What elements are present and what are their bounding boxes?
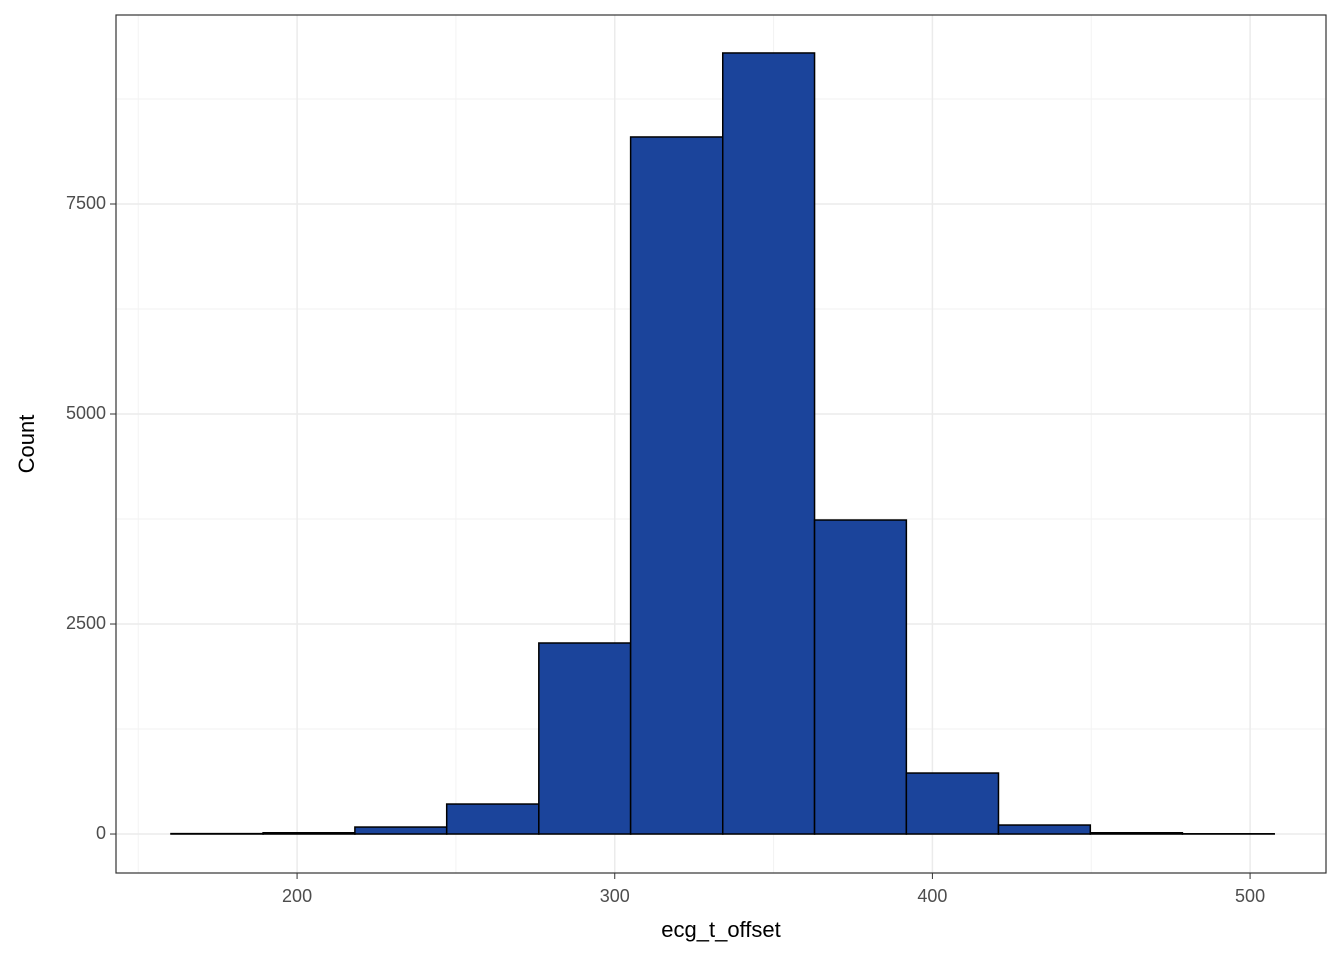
bar bbox=[1089, 832, 1184, 835]
x-tick-label: 500 bbox=[1235, 886, 1265, 906]
panel-border bbox=[115, 14, 1327, 874]
y-tick-label: 0 bbox=[96, 823, 106, 843]
bar bbox=[262, 832, 356, 835]
bar bbox=[354, 826, 448, 835]
y-tick-label: 5000 bbox=[66, 403, 106, 423]
bar bbox=[905, 772, 1000, 835]
bar bbox=[997, 824, 1092, 835]
x-tick-label: 200 bbox=[282, 886, 312, 906]
y-axis-title: Count bbox=[14, 415, 39, 474]
bar bbox=[538, 642, 632, 835]
bar bbox=[721, 52, 816, 835]
x-axis-title: ecg_t_offset bbox=[661, 917, 780, 942]
y-tick-label: 2500 bbox=[66, 613, 106, 633]
bar bbox=[445, 803, 540, 835]
x-tick-label: 300 bbox=[600, 886, 630, 906]
x-tick-label: 400 bbox=[917, 886, 947, 906]
bar bbox=[813, 519, 908, 835]
bar bbox=[629, 136, 724, 835]
y-tick-label: 7500 bbox=[66, 193, 106, 213]
